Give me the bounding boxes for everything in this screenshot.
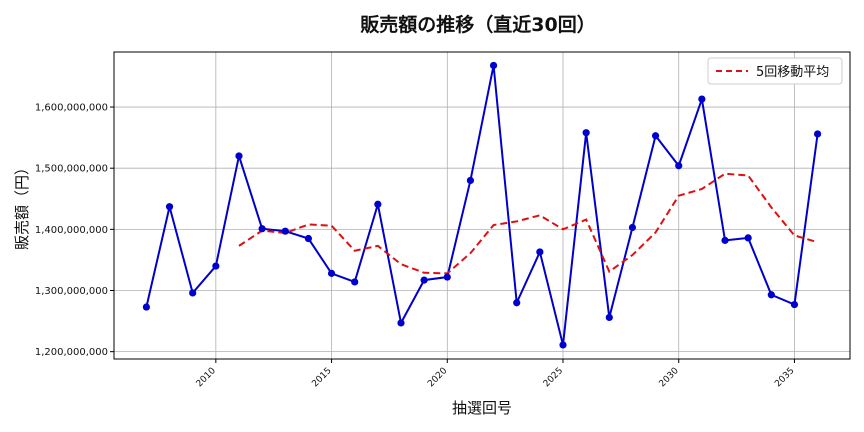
y-tick-label: 1,400,000,000 <box>35 225 108 236</box>
sales-point <box>189 289 197 297</box>
sales-point <box>721 236 729 244</box>
x-tick-label: 2035 <box>773 366 796 389</box>
y-tick-label: 1,500,000,000 <box>35 164 108 175</box>
sales-point <box>698 95 706 103</box>
sales-point <box>397 319 405 327</box>
sales-point <box>559 341 567 349</box>
sales-line <box>145 65 819 346</box>
sales-point <box>767 291 775 299</box>
y-axis-label: 販売額（円） <box>13 160 31 250</box>
sales-point <box>235 152 243 160</box>
sales-point <box>304 234 313 243</box>
x-axis-ticks: 2010 2015 2020 2025 2030 2035 <box>195 359 797 389</box>
x-tick-label: 2020 <box>426 366 449 389</box>
sales-point <box>327 269 336 277</box>
sales-point <box>374 200 382 208</box>
sales-point <box>628 223 637 232</box>
series-group <box>142 61 822 349</box>
sales-point <box>258 225 266 233</box>
sales-point <box>536 248 544 256</box>
legend: 5回移動平均 <box>707 57 843 85</box>
sales-point <box>466 176 475 185</box>
sales-point <box>443 273 451 281</box>
x-tick-label: 2015 <box>310 366 333 389</box>
y-tick-label: 1,200,000,000 <box>35 347 108 358</box>
x-axis-label: 抽選回号 <box>452 399 512 417</box>
sales-point <box>651 132 660 140</box>
legend-box <box>707 57 843 85</box>
x-tick-label: 2025 <box>542 366 565 389</box>
sales-point <box>605 313 613 322</box>
moving-average-line <box>238 172 818 275</box>
sales-point <box>212 262 220 270</box>
y-axis-ticks: 1,200,000,000 1,300,000,000 1,400,000,000 1… <box>35 103 114 358</box>
x-tick-label: 2030 <box>658 366 681 389</box>
sales-point <box>513 299 521 307</box>
sales-point <box>744 234 752 242</box>
y-tick-label: 1,600,000,000 <box>35 103 108 114</box>
sales-point <box>582 129 590 137</box>
sales-point <box>489 61 498 70</box>
chart-title: 販売額の推移（直近30回） <box>360 13 595 36</box>
sales-point <box>790 300 799 309</box>
grid-lines <box>114 52 850 359</box>
sales-point <box>142 303 151 311</box>
plot-area-frame <box>113 51 851 360</box>
sales-point <box>675 162 683 170</box>
sales-point <box>420 276 428 284</box>
sales-point <box>813 130 822 138</box>
x-tick-label: 2010 <box>195 366 218 389</box>
legend-label-moving-average: 5回移動平均 <box>756 65 829 80</box>
y-tick-label: 1,300,000,000 <box>35 286 108 297</box>
sales-point <box>281 227 289 235</box>
sales-point <box>165 203 174 211</box>
sales-point <box>351 278 359 286</box>
